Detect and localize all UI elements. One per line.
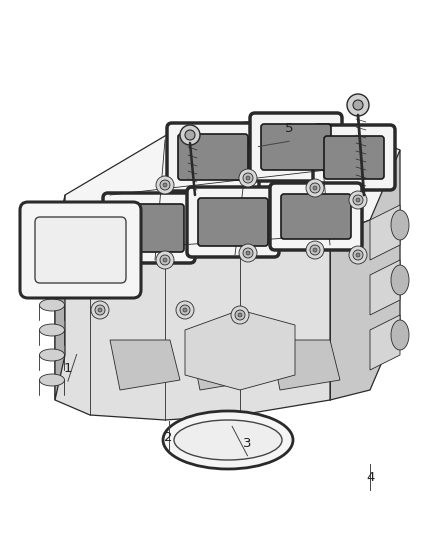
FancyBboxPatch shape: [35, 217, 126, 283]
Circle shape: [349, 246, 367, 264]
FancyBboxPatch shape: [270, 183, 362, 250]
Circle shape: [163, 183, 167, 187]
Circle shape: [347, 94, 369, 116]
Circle shape: [156, 176, 174, 194]
Text: 3: 3: [243, 437, 252, 450]
Polygon shape: [370, 260, 400, 315]
FancyBboxPatch shape: [198, 198, 268, 246]
Circle shape: [91, 301, 109, 319]
Circle shape: [310, 245, 320, 255]
Circle shape: [163, 258, 167, 262]
Ellipse shape: [39, 349, 64, 361]
Ellipse shape: [391, 210, 409, 240]
Ellipse shape: [174, 420, 282, 460]
Polygon shape: [370, 205, 400, 260]
Text: 2: 2: [164, 431, 173, 445]
Circle shape: [183, 308, 187, 312]
Circle shape: [243, 173, 253, 183]
Circle shape: [353, 195, 363, 205]
Circle shape: [160, 255, 170, 265]
FancyBboxPatch shape: [281, 194, 351, 239]
FancyBboxPatch shape: [187, 187, 279, 257]
Circle shape: [176, 301, 194, 319]
Polygon shape: [110, 340, 180, 390]
FancyBboxPatch shape: [313, 125, 395, 190]
Polygon shape: [370, 315, 400, 370]
Circle shape: [306, 179, 324, 197]
Circle shape: [156, 251, 174, 269]
FancyBboxPatch shape: [324, 136, 384, 179]
Circle shape: [356, 253, 360, 257]
Polygon shape: [330, 150, 400, 400]
Polygon shape: [270, 340, 340, 390]
Circle shape: [91, 266, 109, 284]
Circle shape: [313, 248, 317, 252]
Circle shape: [180, 305, 190, 315]
FancyBboxPatch shape: [167, 123, 259, 191]
Circle shape: [180, 125, 200, 145]
FancyBboxPatch shape: [178, 134, 248, 180]
Circle shape: [238, 313, 242, 317]
Polygon shape: [55, 115, 400, 270]
Circle shape: [239, 244, 257, 262]
Text: 4: 4: [366, 471, 374, 484]
Ellipse shape: [39, 374, 64, 386]
Circle shape: [98, 308, 102, 312]
FancyBboxPatch shape: [261, 124, 331, 170]
Circle shape: [310, 183, 320, 193]
Circle shape: [356, 198, 360, 202]
Ellipse shape: [39, 324, 64, 336]
Circle shape: [231, 306, 249, 324]
Polygon shape: [190, 340, 260, 390]
Ellipse shape: [39, 274, 64, 286]
Circle shape: [160, 180, 170, 190]
Polygon shape: [185, 310, 295, 390]
Circle shape: [239, 169, 257, 187]
FancyBboxPatch shape: [250, 113, 342, 181]
Circle shape: [246, 176, 250, 180]
Polygon shape: [55, 195, 65, 400]
Text: 5: 5: [285, 122, 293, 135]
Circle shape: [98, 273, 102, 277]
Circle shape: [353, 250, 363, 260]
Circle shape: [353, 100, 363, 110]
Polygon shape: [55, 235, 330, 420]
Ellipse shape: [39, 299, 64, 311]
Circle shape: [235, 310, 245, 320]
Circle shape: [243, 248, 253, 258]
FancyBboxPatch shape: [20, 202, 141, 298]
Ellipse shape: [163, 411, 293, 469]
Circle shape: [95, 305, 105, 315]
Circle shape: [306, 241, 324, 259]
Circle shape: [246, 251, 250, 255]
FancyBboxPatch shape: [103, 193, 195, 263]
FancyBboxPatch shape: [114, 204, 184, 252]
Circle shape: [95, 270, 105, 280]
Circle shape: [313, 186, 317, 190]
Circle shape: [185, 130, 195, 140]
Ellipse shape: [391, 265, 409, 295]
Ellipse shape: [391, 320, 409, 350]
Circle shape: [349, 191, 367, 209]
Text: 1: 1: [64, 362, 72, 375]
